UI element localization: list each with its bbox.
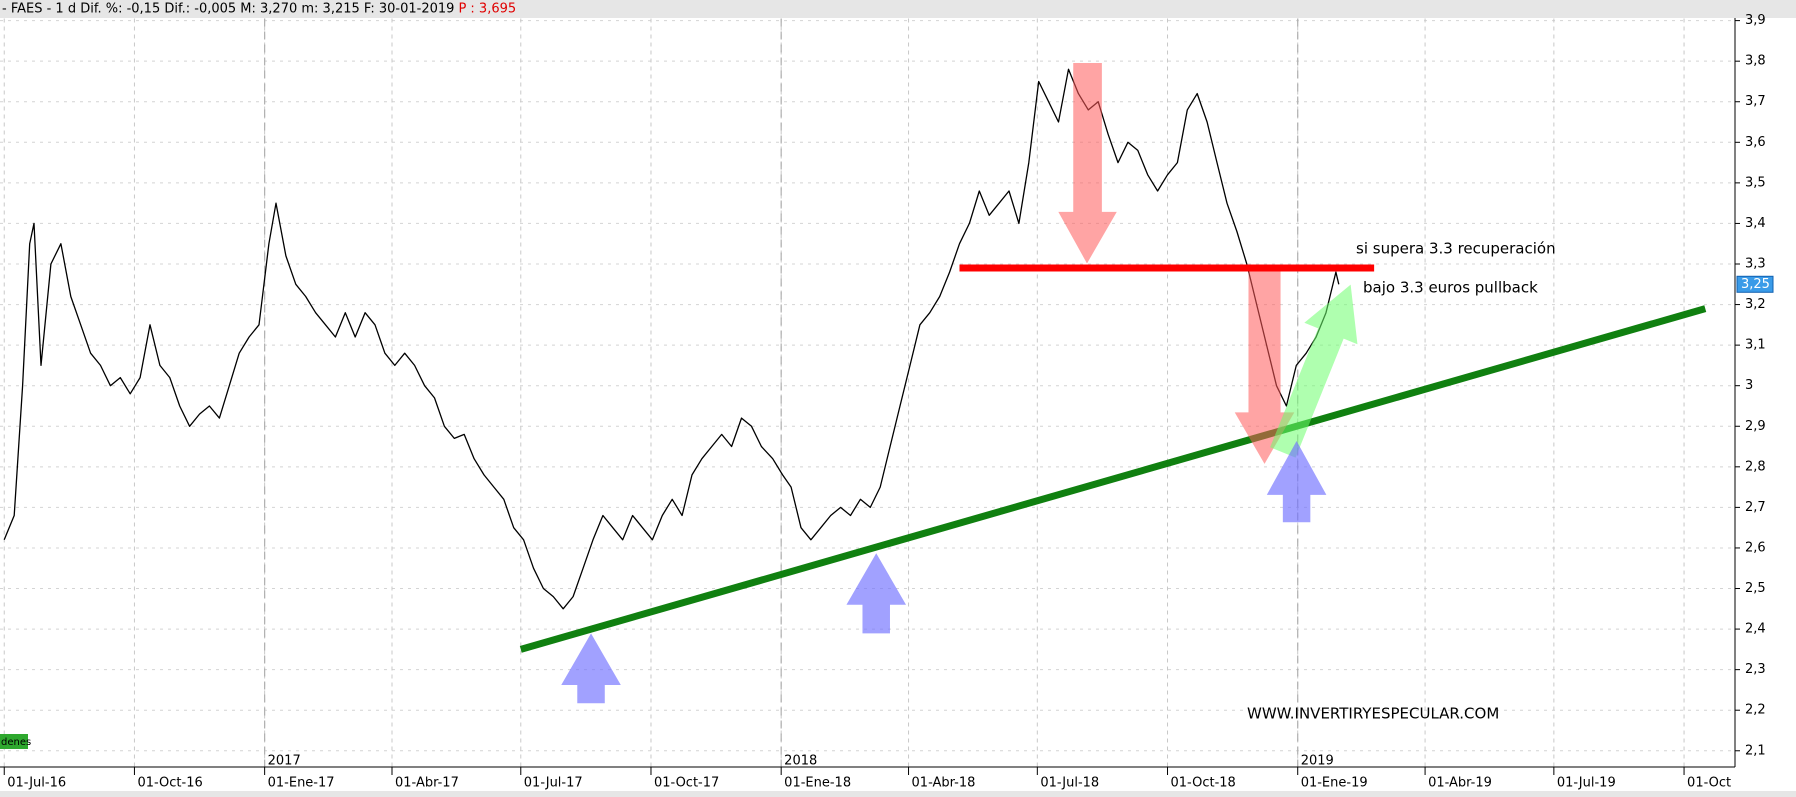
y-tick-label: 3,5 bbox=[1745, 175, 1766, 190]
x-tick-label: 01-Ene-18 bbox=[784, 776, 851, 791]
arrow-up bbox=[846, 553, 907, 634]
x-tick-label: 01-Ene-19 bbox=[1301, 776, 1368, 791]
y-tick-label: 2,1 bbox=[1745, 743, 1766, 758]
x-tick-label: 01-Jul-17 bbox=[524, 776, 583, 791]
arrow-up bbox=[1266, 440, 1327, 523]
badge-box bbox=[0, 734, 28, 749]
x-tick-label: 01-Jul-19 bbox=[1557, 776, 1616, 791]
axes: 2,1 2,2 2,3 2,4 2,5 2,6 2,7 2,8 2,9 3 3,1 3,2 3,3 3,4… bbox=[0, 13, 1796, 797]
series bbox=[3, 68, 1340, 610]
header-price: P : 3,695 bbox=[458, 2, 516, 17]
badge: denes bbox=[1, 737, 31, 748]
annotation: si supera 3.3 recuperación bbox=[1356, 240, 1556, 258]
y-tick-label: 2,3 bbox=[1745, 662, 1766, 677]
y-tick-label: 2,7 bbox=[1745, 500, 1766, 515]
trend-line bbox=[519, 305, 1707, 653]
header-bar bbox=[0, 0, 1796, 18]
arrow-up bbox=[1270, 284, 1358, 458]
year-label: 2019 bbox=[1301, 754, 1334, 769]
x-tick-label: 01-Abr-19 bbox=[1428, 776, 1492, 791]
year-label: 2018 bbox=[784, 754, 817, 769]
arrow-down bbox=[1058, 62, 1117, 264]
y-tick-label: 3,8 bbox=[1745, 54, 1766, 69]
trend-lines bbox=[519, 264, 1707, 653]
y-tick-label: 3,7 bbox=[1745, 94, 1766, 109]
arrow-down bbox=[1234, 271, 1295, 464]
last-price-label: 3,25 bbox=[1741, 277, 1770, 292]
y-tick-label: 3,6 bbox=[1745, 135, 1766, 150]
y-tick-label: 3,2 bbox=[1745, 297, 1766, 312]
y-tick-label: 3 bbox=[1745, 378, 1753, 393]
arrows bbox=[561, 62, 1358, 704]
y-tick-label: 2,6 bbox=[1745, 540, 1766, 555]
watermark: WWW.INVERTIRYESPECULAR.COM bbox=[1247, 705, 1499, 723]
annotation: bajo 3.3 euros pullback bbox=[1363, 279, 1538, 297]
y-tick-label: 2,2 bbox=[1745, 703, 1766, 718]
arrow-up bbox=[561, 633, 621, 704]
x-tick-label: 01-Oct bbox=[1687, 776, 1731, 791]
y-tick-label: 3,4 bbox=[1745, 216, 1766, 231]
x-tick-label: 01-Oct-18 bbox=[1171, 776, 1236, 791]
bottom-strip bbox=[0, 791, 1796, 797]
x-tick-label: 01-Abr-17 bbox=[395, 776, 459, 791]
y-tick-label: 2,4 bbox=[1745, 622, 1766, 637]
last-price-box bbox=[1736, 275, 1774, 293]
y-tick-label: 3,9 bbox=[1745, 13, 1766, 28]
x-tick-label: 01-Ene-17 bbox=[268, 776, 335, 791]
y-tick-label: 3,1 bbox=[1745, 338, 1766, 353]
price-line bbox=[3, 68, 1340, 610]
x-tick-label: 01-Abr-18 bbox=[912, 776, 976, 791]
y-tick-label: 2,8 bbox=[1745, 459, 1766, 474]
header-info: - FAES - 1 d Dif. %: -0,15 Dif.: -0,005 … bbox=[2, 2, 454, 17]
x-tick-label: 01-Jul-16 bbox=[7, 776, 66, 791]
x-tick-label: 01-Oct-17 bbox=[654, 776, 719, 791]
x-tick-label: 01-Oct-16 bbox=[137, 776, 202, 791]
y-tick-label: 3,3 bbox=[1745, 257, 1766, 272]
x-tick-label: 01-Jul-18 bbox=[1040, 776, 1099, 791]
year-label: 2017 bbox=[268, 754, 301, 769]
grid bbox=[0, 18, 1735, 767]
y-tick-label: 2,5 bbox=[1745, 581, 1766, 596]
y-tick-label: 2,9 bbox=[1745, 419, 1766, 434]
